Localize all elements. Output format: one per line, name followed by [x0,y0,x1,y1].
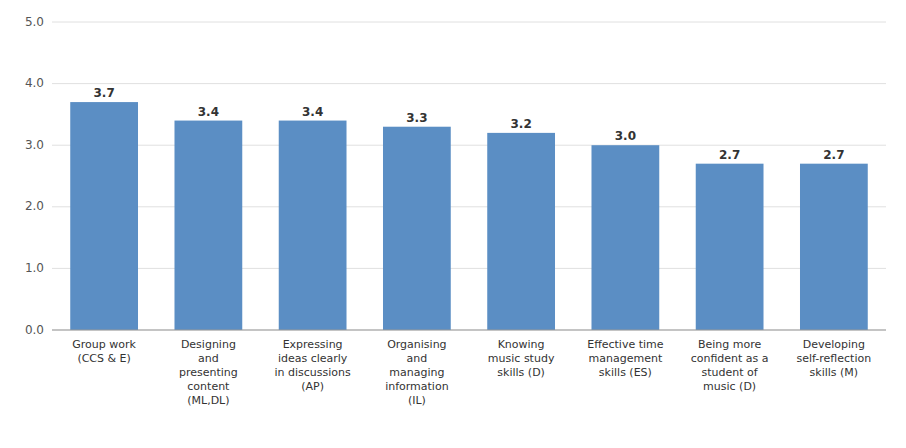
x-tick-label: Developingself-reflectionskills (M) [797,338,872,379]
x-tick-label: Group work(CCS & E) [72,338,136,365]
x-tick-label: Being moreconfident as astudent ofmusic … [691,338,769,393]
bar [800,164,868,330]
bar [174,121,242,330]
x-tick-label-line: (AP) [301,380,324,393]
value-label: 3.7 [93,86,114,100]
x-tick-label-line: skills (ES) [599,366,652,379]
value-label: 2.7 [719,148,740,162]
x-tick-label-line: music (D) [703,380,756,393]
x-tick-label-line: student of [702,366,759,379]
grid-line [52,22,886,23]
y-tick-label: 2.0 [25,199,44,213]
y-tick-label: 3.0 [25,138,44,152]
x-tick-label: Knowingmusic studyskills (D) [488,338,555,379]
x-tick-label-line: management [589,352,663,365]
x-tick-label-line: and [198,352,219,365]
x-tick-label-line: Group work [72,338,136,351]
grid [52,22,886,330]
x-tick-label-line: (CCS & E) [77,352,130,365]
x-tick-label-line: confident as a [691,352,769,365]
y-tick-label: 5.0 [25,15,44,29]
bar [696,164,764,330]
x-tick-label-line: Designing [181,338,236,351]
chart-container: 0.0 1.0 2.0 3.0 4.0 5.0 3.7 3.4 3.4 3.3 3.2 3.0 2.7 2… [0,0,906,448]
x-tick-label-line: Organising [387,338,446,351]
grid-line [52,330,886,331]
bar [279,121,347,330]
x-tick-label: Effective timemanagementskills (ES) [587,338,664,379]
bar [487,133,555,330]
x-axis-line [52,330,886,331]
bar [591,145,659,330]
x-tick-label-line: and [407,352,428,365]
x-tick-label-line: (ML,DL) [187,394,229,407]
x-tick-label-line: (IL) [408,394,426,407]
x-tick-label-line: content [187,380,230,393]
x-tick-label: Expressingideas clearlyin discussions(AP… [274,338,351,393]
bar [70,102,138,330]
value-label: 2.7 [823,148,844,162]
x-tick-label-line: in discussions [274,366,351,379]
x-tick-label: Organisingandmanaginginformation(IL) [385,338,449,407]
x-tick-label-line: Being more [698,338,762,351]
x-tick-label-line: Effective time [587,338,664,351]
x-tick-label-line: ideas clearly [278,352,348,365]
x-tick-label-line: self-reflection [797,352,872,365]
x-tick-label-line: managing [389,366,444,379]
value-label: 3.3 [406,111,427,125]
x-tick-label-line: Expressing [283,338,343,351]
x-tick-label-line: music study [488,352,555,365]
x-tick-label-line: Developing [803,338,865,351]
x-tick-label: Designingandpresentingcontent(ML,DL) [179,338,238,407]
value-label: 3.4 [302,105,323,119]
x-tick-label-line: skills (D) [497,366,545,379]
x-tick-label-line: Knowing [498,338,545,351]
chart-svg: 0.0 1.0 2.0 3.0 4.0 5.0 3.7 3.4 3.4 3.3 3.2 3.0 2.7 2… [0,0,906,448]
bars [70,102,868,330]
bar [383,127,451,330]
value-label: 3.4 [198,105,219,119]
grid-line [52,83,886,84]
value-label: 3.2 [510,117,531,131]
x-tick-label-line: skills (M) [810,366,859,379]
x-tick-label-line: presenting [179,366,238,379]
y-tick-label: 1.0 [25,261,44,275]
y-tick-label: 4.0 [25,76,44,90]
y-tick-label: 0.0 [25,323,44,337]
x-tick-label-line: information [385,380,449,393]
value-label: 3.0 [615,129,636,143]
